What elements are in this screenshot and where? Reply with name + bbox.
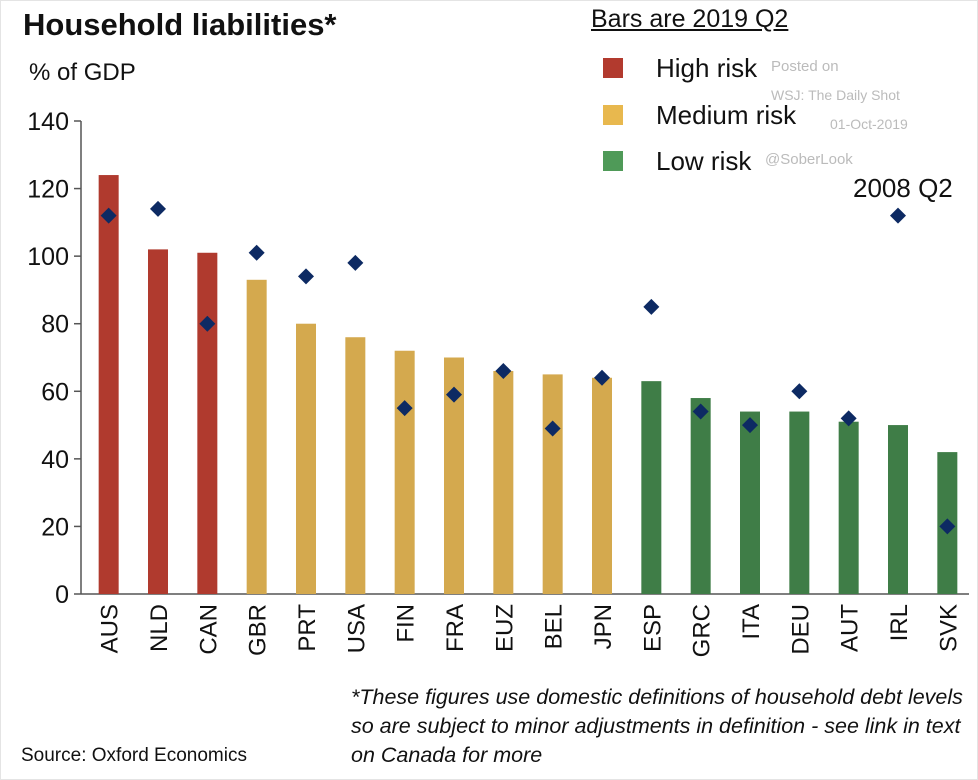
diamond-series-label: 2008 Q2 bbox=[853, 173, 953, 203]
watermark-text: Posted on bbox=[771, 58, 839, 75]
y-tick-label: 100 bbox=[27, 243, 69, 271]
diamond-prt bbox=[298, 268, 314, 285]
bar-usa bbox=[345, 337, 366, 594]
diamond-fra bbox=[446, 386, 462, 403]
legend-label: Low risk bbox=[656, 146, 752, 176]
bar-aut bbox=[838, 421, 859, 594]
x-tick-label: AUS bbox=[97, 604, 124, 653]
diamond-aus bbox=[100, 207, 117, 224]
diamond-grc bbox=[692, 403, 709, 420]
x-tick-label: FRA bbox=[442, 604, 469, 652]
diamond-ita bbox=[742, 417, 758, 434]
x-tick-label: GRC bbox=[689, 604, 716, 657]
x-tick-label: EUZ bbox=[491, 604, 518, 652]
chart-title: Household liabilities* bbox=[23, 7, 337, 42]
x-tick-label: ITA bbox=[738, 604, 765, 640]
legend-item-high: High risk bbox=[603, 53, 757, 84]
diamond-can bbox=[199, 315, 216, 332]
diamond-fin bbox=[396, 400, 413, 417]
watermark-text: 01-Oct-2019 bbox=[830, 116, 908, 132]
y-tick-label: 60 bbox=[41, 378, 69, 406]
diamond-esp bbox=[643, 298, 660, 315]
x-tick-label: AUT bbox=[837, 604, 864, 652]
legend-label: Medium risk bbox=[656, 100, 797, 130]
y-tick-label: 20 bbox=[41, 513, 69, 541]
y-tick-label: 120 bbox=[27, 176, 69, 204]
diamond-svk bbox=[939, 518, 956, 535]
y-tick-label: 40 bbox=[41, 446, 69, 474]
watermark-text: WSJ: The Daily Shot bbox=[771, 87, 900, 103]
legend-item-medium: Medium risk bbox=[603, 100, 796, 131]
bar-fin bbox=[394, 350, 415, 594]
diamond-bel bbox=[544, 420, 561, 437]
bar-ita bbox=[740, 411, 760, 594]
diamond-nld bbox=[150, 200, 166, 217]
x-tick-label: NLD bbox=[146, 604, 173, 652]
diamond-irl bbox=[890, 207, 906, 224]
x-tick-label: PRT bbox=[294, 604, 321, 652]
diamond-jpn bbox=[594, 369, 610, 386]
diamond-deu bbox=[791, 383, 808, 400]
legend-item-low: Low risk bbox=[603, 146, 751, 177]
x-tick-label: IRL bbox=[886, 604, 913, 641]
bar-gbr bbox=[246, 279, 267, 594]
bar-esp bbox=[641, 381, 662, 594]
x-tick-label: BEL bbox=[541, 604, 568, 649]
x-tick-label: USA bbox=[343, 604, 370, 653]
legend-title: Bars are 2019 Q2 bbox=[591, 5, 789, 33]
diamond-usa bbox=[347, 254, 364, 271]
source-note: Source: Oxford Economics bbox=[21, 745, 247, 766]
y-axis-label: % of GDP bbox=[29, 59, 136, 86]
bar-grc bbox=[690, 398, 711, 594]
x-tick-label: CAN bbox=[195, 604, 222, 655]
bar-can bbox=[197, 252, 218, 594]
bar-euz bbox=[493, 371, 514, 594]
bar-nld bbox=[148, 249, 168, 594]
x-tick-label: FIN bbox=[393, 604, 420, 643]
y-tick-label: 0 bbox=[55, 581, 69, 609]
diamond-aut bbox=[840, 410, 857, 427]
legend-swatch bbox=[603, 58, 623, 78]
bar-fra bbox=[444, 357, 464, 594]
y-tick-label: 80 bbox=[41, 311, 69, 339]
footnote: *These figures use domestic definitions … bbox=[351, 685, 963, 767]
x-tick-label: ESP bbox=[639, 604, 666, 652]
watermark-text: @SoberLook bbox=[765, 151, 853, 168]
legend-swatch bbox=[603, 151, 623, 171]
bar-prt bbox=[296, 323, 316, 594]
bar-bel bbox=[542, 374, 563, 594]
legend-label: High risk bbox=[656, 53, 758, 83]
diamond-gbr bbox=[248, 244, 265, 261]
bar-irl bbox=[888, 425, 908, 594]
x-tick-label: GBR bbox=[245, 604, 272, 656]
x-tick-label: SVK bbox=[935, 604, 962, 652]
legend-swatch bbox=[603, 105, 623, 125]
x-tick-label: JPN bbox=[590, 604, 617, 649]
bar-jpn bbox=[592, 377, 612, 594]
x-tick-label: DEU bbox=[787, 604, 814, 655]
y-tick-label: 140 bbox=[27, 108, 69, 136]
bar-aus bbox=[98, 175, 119, 595]
diamond-euz bbox=[495, 363, 512, 380]
bar-deu bbox=[789, 411, 810, 594]
